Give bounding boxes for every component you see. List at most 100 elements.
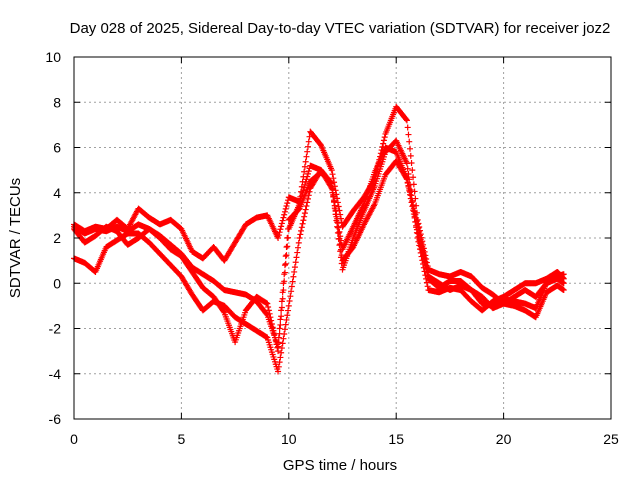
data-point [280,287,287,294]
data-point [285,307,292,314]
data-point [302,206,309,213]
data-point [275,368,282,375]
data-point [304,148,311,155]
data-point [300,187,307,194]
data-point [380,137,387,144]
data-point [404,124,411,131]
data-point [276,229,283,236]
data-point [334,215,341,222]
data-point [404,165,411,172]
data-point [283,203,290,210]
data-point [331,202,338,209]
data-point [337,233,344,240]
data-point [287,293,294,300]
data-point [300,217,307,224]
data-point [409,167,416,174]
data-point [281,269,288,276]
grid-lines [74,57,611,419]
data-point [290,273,297,280]
data-point [328,185,335,192]
data-point [279,217,286,224]
data-point [295,244,302,251]
data-point [275,363,282,370]
data-point [419,243,426,250]
data-point [422,258,429,265]
data-point [297,198,304,205]
data-point [303,203,310,210]
x-tick-label: 15 [388,431,404,447]
data-point [275,232,282,239]
data-point [333,211,340,218]
y-tick-label: 4 [53,185,61,201]
series-track-1 [71,103,567,307]
data-point [270,327,277,334]
data-point [268,320,275,327]
data-point [301,181,308,188]
data-point [329,189,336,196]
data-point [411,208,418,215]
data-point [304,170,311,177]
data-point [281,208,288,215]
data-point [297,231,304,238]
x-axis-ticks: 0 5 10 15 20 25 [70,57,619,447]
data-point [277,354,284,361]
data-point [278,313,285,320]
data-point [264,300,271,307]
data-point [278,307,285,314]
data-point [274,344,281,351]
data-point [298,224,305,231]
data-points [71,103,567,375]
data-point [220,308,227,315]
data-point [278,304,285,311]
data-point [336,228,343,235]
data-point [282,205,289,212]
data-point [412,211,419,218]
data-point [335,203,342,210]
y-tick-label: 8 [53,94,61,110]
data-point [414,221,421,228]
data-point [277,226,284,233]
data-point [304,173,311,180]
data-point [407,192,414,199]
data-point [276,359,283,366]
data-point [420,247,427,254]
data-point [291,264,298,271]
data-point [424,269,431,276]
data-point [303,176,310,183]
x-axis-label: GPS time / hours [283,457,397,474]
data-point [407,189,414,196]
data-point [280,335,287,342]
data-point [334,195,341,202]
data-point [282,260,289,267]
data-point [276,330,283,337]
data-point [284,312,291,319]
data-point [560,280,567,287]
data-point [302,179,309,186]
data-point [275,348,282,355]
data-point [296,201,303,208]
data-point [403,117,410,124]
series-track-4 [71,144,567,355]
data-point [281,326,288,333]
data-point [265,304,272,311]
data-point [278,349,285,356]
data-point [283,244,290,251]
series-track-2 [71,158,567,375]
data-point [275,235,282,241]
data-point [278,220,285,227]
data-point [267,314,274,321]
data-point [332,207,339,214]
data-point [292,259,299,266]
data-point [299,220,306,227]
data-point [295,239,302,246]
data-point [417,236,424,243]
data-point [420,251,427,258]
data-point [305,168,312,175]
data-point [408,195,415,202]
data-point [407,152,414,159]
data-point [289,278,296,285]
data-point [411,188,418,195]
data-point [423,266,430,273]
data-point [269,324,276,331]
data-point [284,243,291,250]
